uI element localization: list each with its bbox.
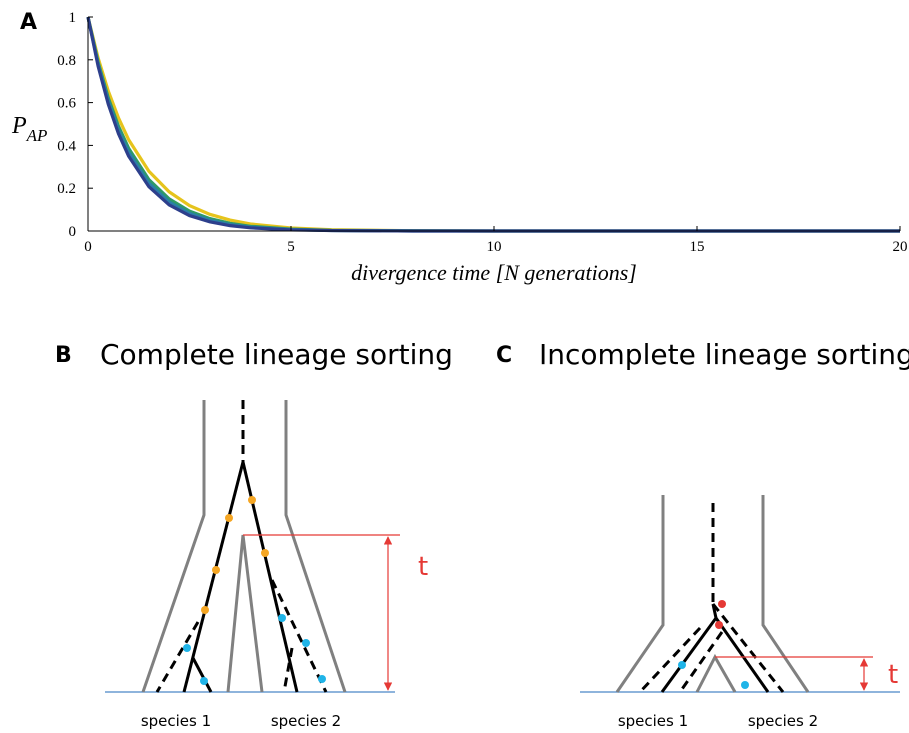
gene-lineage	[184, 462, 243, 692]
panel-label: C	[496, 343, 512, 368]
x-axis-label: divergence time [N generations]	[351, 260, 637, 285]
panel-label: A	[20, 10, 37, 35]
panel-title: Complete lineage sorting	[100, 338, 453, 371]
gene-lineage	[662, 618, 716, 692]
data-line	[88, 17, 900, 231]
panel-title: Incomplete lineage sorting	[539, 338, 909, 371]
panel-label: B	[55, 343, 72, 368]
diagram-b: t species 1 species 2	[105, 400, 428, 730]
y-label-sub: AP	[26, 126, 48, 145]
figure: A PAP divergence time [N generations] 00…	[0, 0, 909, 733]
time-label: t	[888, 660, 898, 690]
gene-lineage	[713, 604, 783, 692]
species-tree	[697, 657, 735, 692]
species-label: species 2	[748, 712, 818, 730]
gene-lineage	[193, 658, 211, 692]
y-tick-label: 1	[69, 10, 77, 26]
x-tick-label: 15	[690, 239, 705, 255]
mutations	[678, 661, 749, 689]
species-label: species 1	[141, 712, 211, 730]
y-label-main: P	[11, 113, 27, 139]
data-line	[88, 17, 900, 231]
species-tree	[763, 495, 808, 692]
species-tree	[617, 495, 663, 692]
mutations	[201, 496, 269, 614]
x-tick-label: 20	[893, 239, 908, 255]
gene-lineage	[716, 618, 768, 692]
gene-lineage	[272, 580, 326, 692]
y-tick-label: 0.2	[57, 181, 76, 197]
x-tick-label: 0	[84, 239, 92, 255]
species-tree	[286, 400, 345, 692]
y-tick-label: 0.4	[57, 138, 76, 154]
species-label: species 2	[271, 712, 341, 730]
species-tree	[228, 535, 262, 692]
data-line	[88, 17, 900, 231]
species-label: species 1	[618, 712, 688, 730]
diagram-c: t species 1 species 2	[580, 495, 900, 730]
x-tick-label: 5	[287, 239, 295, 255]
y-axis-label: PAP	[11, 113, 47, 145]
x-tick-label: 10	[487, 239, 502, 255]
y-tick-label: 0.8	[57, 53, 76, 69]
data-line	[88, 17, 900, 231]
y-tick-label: 0	[69, 224, 77, 240]
y-tick-label: 0.6	[57, 96, 76, 112]
time-label: t	[418, 552, 428, 582]
